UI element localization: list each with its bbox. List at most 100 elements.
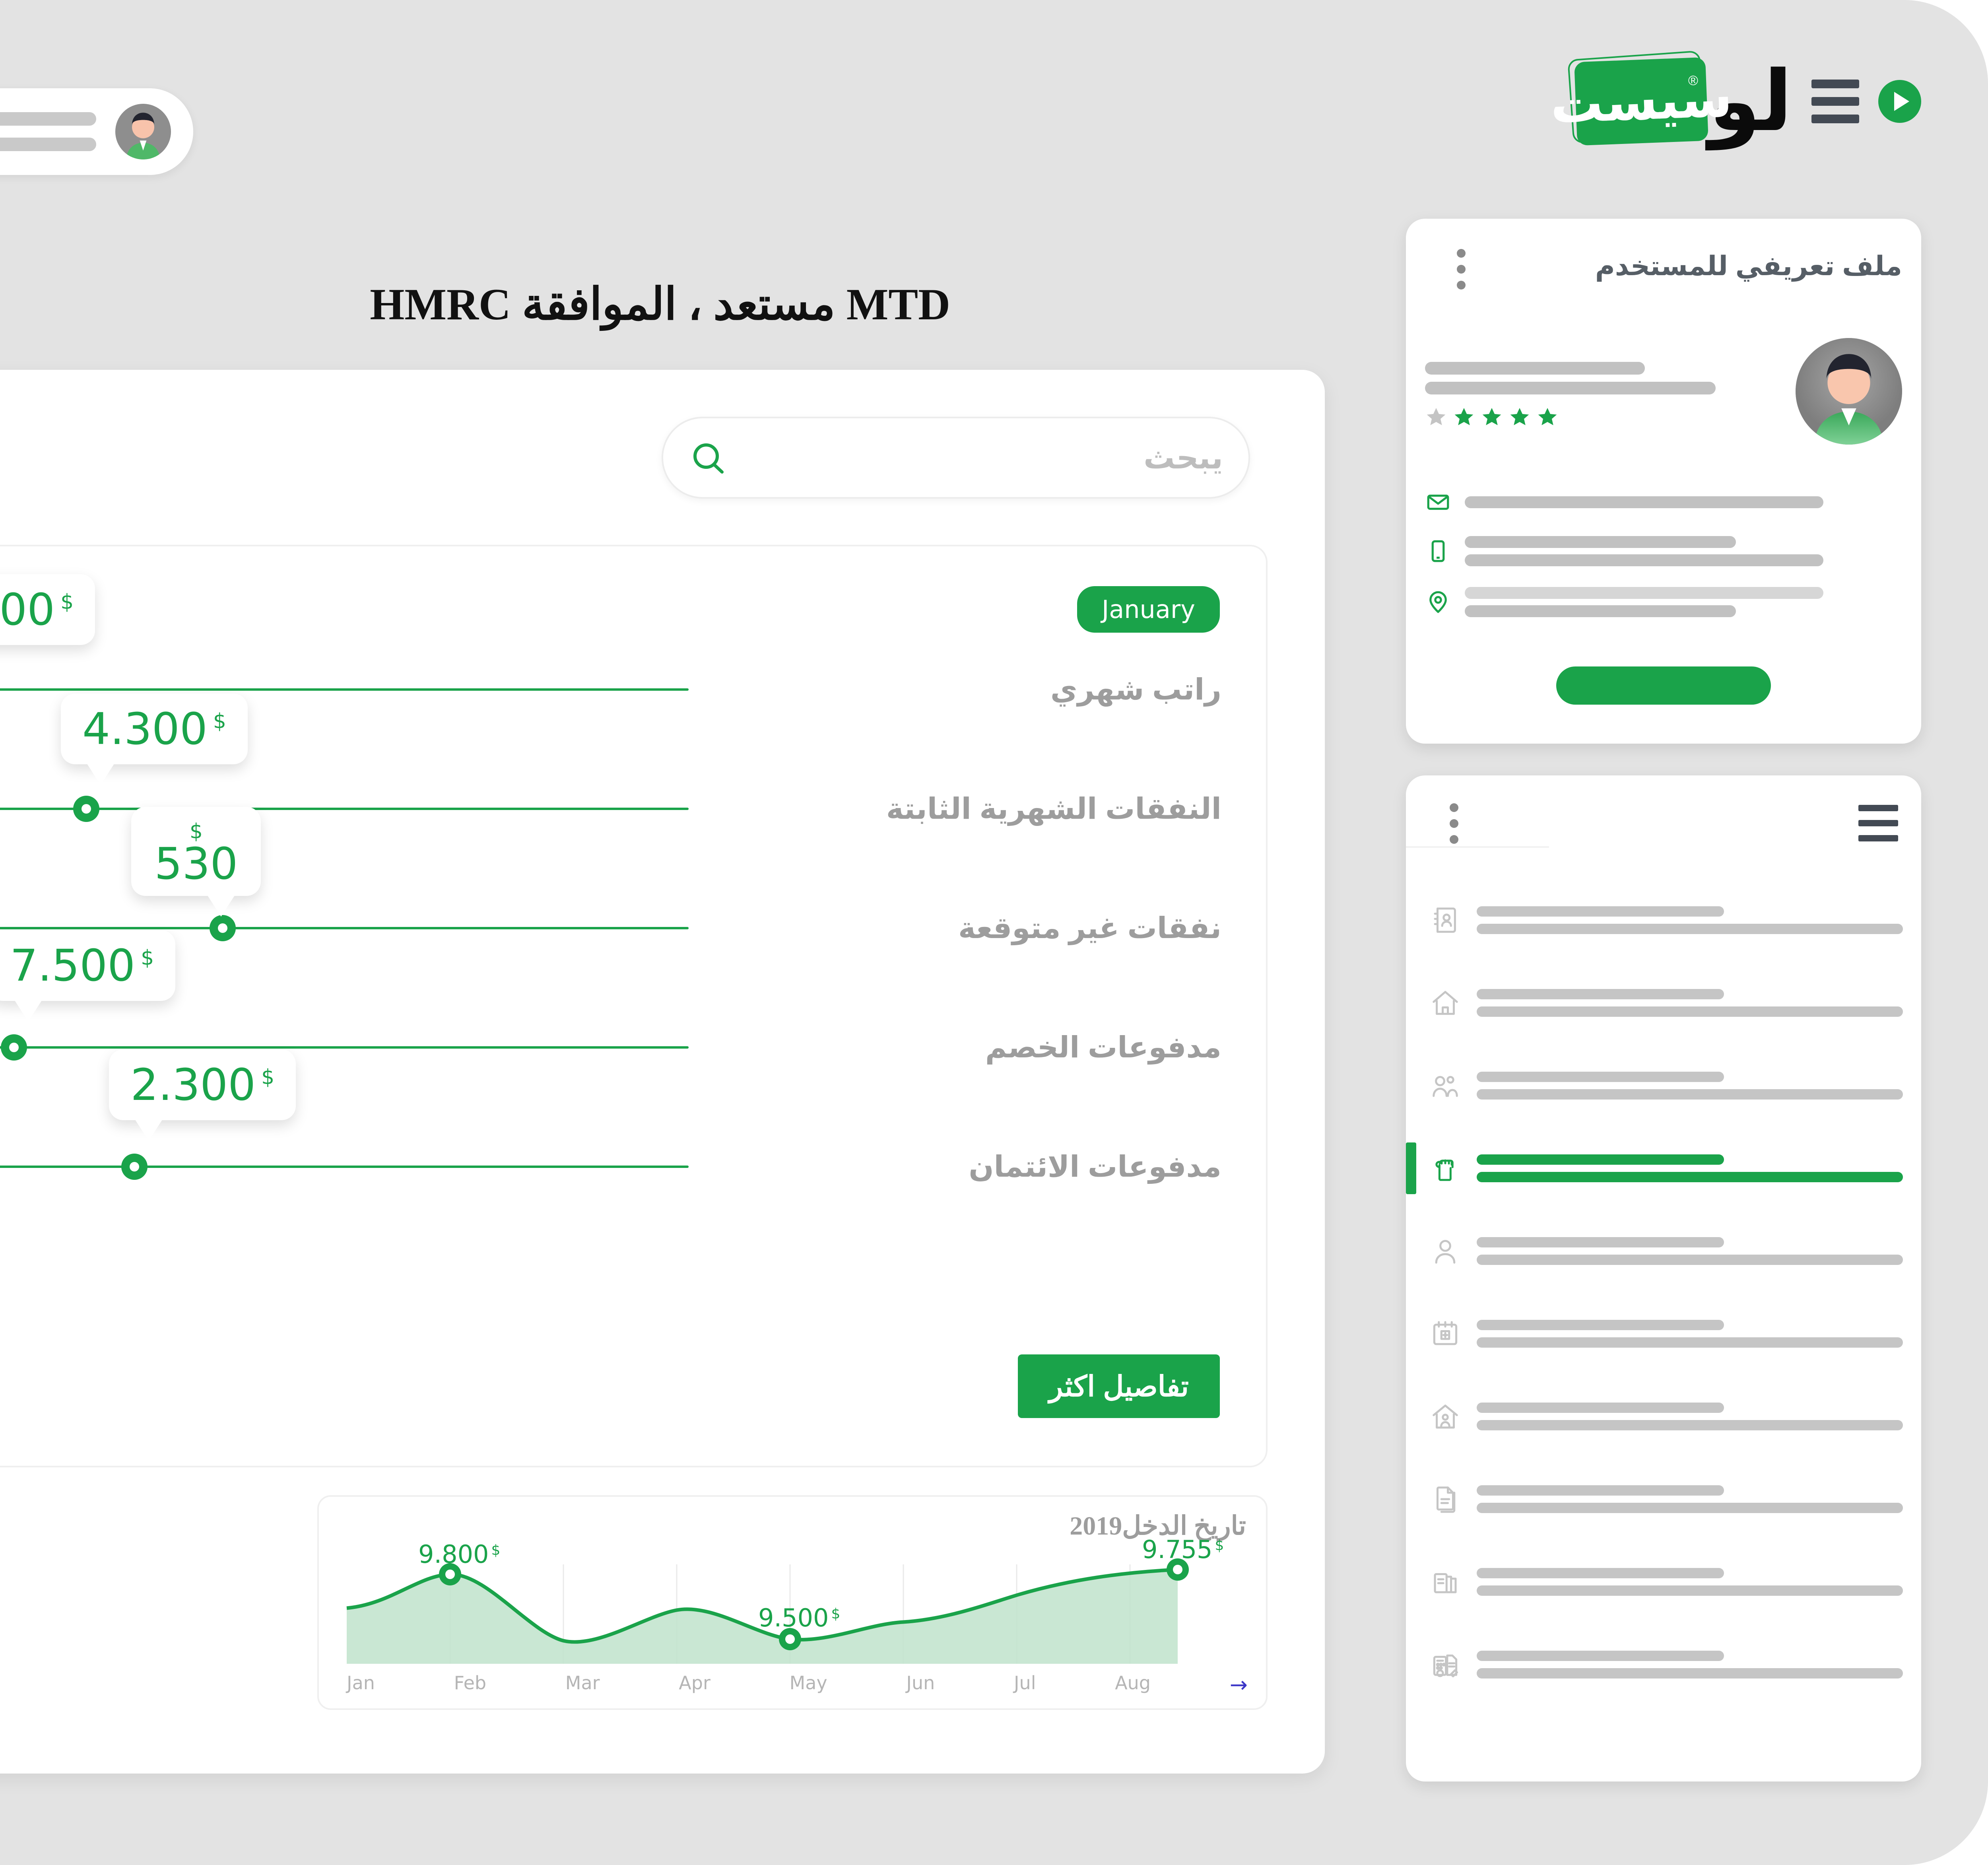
sidebar-hamburger-icon[interactable]: [1858, 805, 1898, 841]
slider-track[interactable]: [0, 688, 689, 691]
profile-menu-icon[interactable]: [1457, 249, 1466, 289]
axis-tick-label: Feb: [454, 1672, 487, 1694]
sidebar-item-label: [1477, 1651, 1903, 1678]
sidebar-item[interactable]: [1430, 962, 1903, 1044]
logo-text-green: سيست: [1549, 67, 1734, 136]
currency-symbol: $: [60, 590, 74, 614]
logo-badge: سيست ®: [1549, 50, 1734, 146]
sidebar-item[interactable]: [1430, 1458, 1903, 1541]
location-icon: [1429, 591, 1447, 613]
star-icon[interactable]: [1536, 406, 1559, 428]
currency-symbol: $: [189, 820, 203, 843]
sidebar-item[interactable]: [1430, 1375, 1903, 1458]
sidebar-item[interactable]: [1430, 879, 1903, 962]
slider-label: مدفوعات الائتمان: [969, 1150, 1221, 1183]
slider-value: 530: [154, 838, 238, 889]
user-name-placeholder: [0, 112, 96, 151]
calendar-plus-icon: [1433, 1321, 1458, 1345]
slider-value-tooltip: $2.300: [109, 1049, 296, 1141]
contact-row: [1425, 587, 1902, 617]
slider-track[interactable]: [0, 927, 689, 929]
sidebar-item-label: [1477, 906, 1903, 934]
income-history-title: تاريخ الدخل2019: [1070, 1511, 1246, 1541]
axis-tick-label: Apr: [679, 1672, 711, 1694]
avatar: [1796, 338, 1902, 445]
users-icon: [1433, 1076, 1458, 1097]
slider-label: نفقات غير متوقعة: [958, 911, 1221, 944]
slider-handle[interactable]: [1, 1034, 27, 1061]
month-badge: January: [1077, 586, 1220, 633]
star-icon[interactable]: [1481, 406, 1503, 428]
slider-row[interactable]: النفقات الشهرية الثابتة: [0, 785, 1266, 833]
user-profile-card: ملف تعريفي للمستخدم: [1406, 219, 1921, 744]
slider-value-tooltip: $4.300: [61, 694, 248, 785]
slider-handle[interactable]: [210, 915, 236, 941]
income-point-label: $9.800: [418, 1540, 501, 1569]
user-chip[interactable]: [0, 88, 193, 175]
currency-symbol: $: [261, 1065, 275, 1089]
currency-symbol: $: [141, 946, 154, 970]
invoice-calc-icon: [1433, 1654, 1458, 1678]
registered-mark: ®: [1688, 73, 1699, 89]
avatar: [115, 104, 171, 159]
reports-icon: [1434, 1573, 1457, 1593]
sidebar-item-label: [1477, 1485, 1903, 1513]
more-details-button[interactable]: تفاصيل اكثر: [1018, 1354, 1220, 1418]
rating-stars[interactable]: [1425, 406, 1559, 428]
sidebar-item[interactable]: [1430, 1623, 1903, 1706]
star-icon[interactable]: [1425, 406, 1447, 428]
star-icon[interactable]: [1508, 406, 1531, 428]
profile-contacts: [1425, 489, 1902, 617]
income-history-axis: Jan Feb Mar Apr May Jun Jul Aug →: [347, 1672, 1248, 1697]
budget-sliders-card: January راتب شهري النفقات الشهرية الثابتة…: [0, 545, 1268, 1467]
slider-value-tooltip: $9.500: [0, 574, 95, 645]
home-icon: [1433, 991, 1458, 1015]
axis-tick-label: Mar: [565, 1672, 600, 1694]
sidebar-item-label: [1477, 1072, 1903, 1100]
search-placeholder: يبحث: [1143, 440, 1223, 475]
slider-handle[interactable]: [73, 796, 99, 822]
sidebar-item[interactable]: [1430, 1292, 1903, 1375]
profile-action-button[interactable]: [1556, 666, 1771, 705]
sidebar-item[interactable]: [1406, 1127, 1903, 1210]
slider-value-tooltip: $7.500: [0, 930, 176, 1022]
sidebar-item[interactable]: [1430, 1044, 1903, 1127]
hamburger-menu-icon[interactable]: [1811, 80, 1859, 123]
slider-label: مدفوعات الخصم: [985, 1031, 1221, 1064]
sidebar-item-label: [1477, 1237, 1903, 1265]
documents-icon: [1436, 1486, 1456, 1513]
slider-track[interactable]: [0, 1046, 689, 1049]
slider-row[interactable]: مدفوعات الخصم: [0, 1024, 1266, 1071]
slider-track[interactable]: [0, 1166, 689, 1168]
contact-book-icon: [1434, 907, 1456, 933]
slider-value: 9.500: [0, 584, 55, 635]
slider-row[interactable]: راتب شهري: [0, 666, 1266, 713]
active-indicator: [1406, 1142, 1416, 1194]
play-button[interactable]: [1878, 80, 1921, 123]
sidebar-item[interactable]: [1430, 1210, 1903, 1292]
slider-value-tooltip: $530: [131, 807, 261, 917]
income-history-card: تاريخ الدخل2019 $9.800 $9.500 $9.755: [317, 1495, 1268, 1710]
slider-label: النفقات الشهرية الثابتة: [886, 792, 1221, 825]
axis-tick-label: Aug: [1115, 1672, 1151, 1694]
menu-options-icon[interactable]: [1450, 803, 1458, 844]
divider: [1406, 846, 1549, 848]
next-period-arrow[interactable]: →: [1229, 1672, 1248, 1697]
slider-handle[interactable]: [121, 1154, 148, 1180]
star-icon[interactable]: [1453, 406, 1475, 428]
search-input[interactable]: يبحث: [662, 417, 1250, 499]
slider-row[interactable]: مدفوعات الائتمان: [0, 1143, 1266, 1191]
logo-text-black: لو: [1708, 52, 1795, 150]
income-point-label: $9.500: [758, 1603, 841, 1632]
slider-value: 7.500: [10, 940, 136, 991]
sidebar-menu-list: [1406, 879, 1903, 1706]
sidebar-item-label: [1477, 1568, 1903, 1596]
sidebar-item[interactable]: [1430, 1541, 1903, 1623]
slider-row[interactable]: نفقات غير متوقعة: [0, 904, 1266, 952]
slider-track[interactable]: [0, 808, 689, 810]
income-history-chart: [346, 1558, 1189, 1664]
phone-icon: [1431, 540, 1445, 562]
profile-meta: [1425, 338, 1780, 428]
sidebar-item-label: [1477, 1403, 1903, 1430]
contact-row: [1425, 489, 1902, 515]
